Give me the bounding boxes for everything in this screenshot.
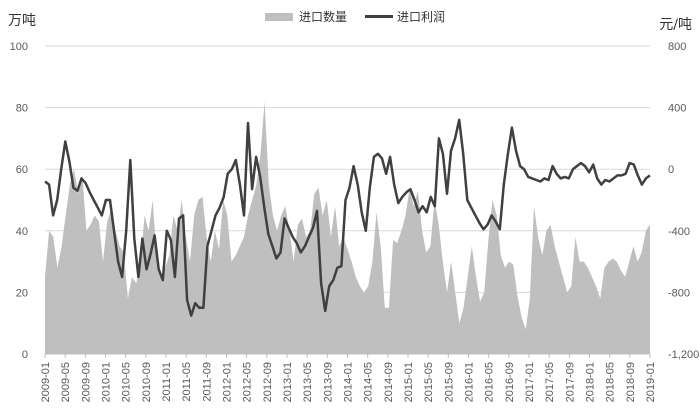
right-tick-label: 0 [668,164,674,176]
right-tick-label: 400 [668,103,686,115]
x-tick-label: 2011-09 [201,362,213,402]
right-tick-label: -1,200 [668,349,699,361]
x-tick-label: 2016-05 [484,362,496,402]
x-tick-label: 2009-09 [80,362,92,402]
legend-item-import-profit: 进口利润 [365,8,445,25]
import-volume-area [45,101,650,355]
x-tick-label: 2010-01 [101,362,113,402]
left-axis-unit: 万吨 [8,13,36,29]
right-axis-unit: 元/吨 [659,17,692,33]
x-tick-label: 2010-09 [141,362,153,402]
x-tick-label: 2013-01 [282,362,294,402]
right-tick-label: -400 [668,226,690,238]
legend: 进口数量 进口利润 [265,8,463,25]
x-tick-label: 2011-05 [181,362,193,402]
left-tick-label: 0 [22,349,28,361]
left-tick-label: 100 [10,41,28,53]
legend-item-import-volume: 进口数量 [265,8,347,25]
x-tick-label: 2017-05 [544,362,556,402]
x-tick-label: 2017-01 [524,362,536,402]
x-tick-label: 2009-01 [40,362,52,402]
x-tick-label: 2009-05 [60,362,72,402]
x-tick-label: 2015-09 [443,362,455,402]
left-tick-label: 20 [16,287,28,299]
import-profit-line [44,118,651,317]
x-tick-label: 2018-01 [585,362,597,402]
x-tick-label: 2014-01 [343,362,355,402]
x-tick-label: 2018-05 [605,362,617,402]
x-tick-label: 2010-05 [121,362,133,402]
x-tick-label: 2017-09 [564,362,576,402]
right-tick-label: -800 [668,287,690,299]
legend-label: 进口数量 [299,10,348,24]
right-tick-label: 800 [668,41,686,53]
x-tick-label: 2012-09 [262,362,274,402]
x-tick-label: 2019-01 [645,362,657,402]
line-swatch-icon [365,15,394,18]
x-tick-label: 2011-01 [161,362,173,402]
x-tick-label: 2014-09 [383,362,395,402]
left-tick-label: 80 [16,103,28,115]
x-tick-label: 2012-05 [242,362,254,402]
x-tick-label: 2018-09 [625,362,637,402]
x-tick-label: 2013-09 [322,362,334,402]
left-tick-label: 60 [16,164,28,176]
x-tick-label: 2015-05 [423,362,435,402]
legend-label: 进口利润 [397,10,446,24]
left-tick-label: 40 [16,226,28,238]
x-tick-label: 2016-01 [464,362,476,402]
x-tick-label: 2014-05 [363,362,375,402]
area-swatch-icon [265,12,293,21]
x-tick-label: 2015-01 [403,362,415,402]
x-tick-label: 2012-01 [222,362,234,402]
x-tick-label: 2016-09 [504,362,516,402]
x-tick-label: 2013-05 [302,362,314,402]
